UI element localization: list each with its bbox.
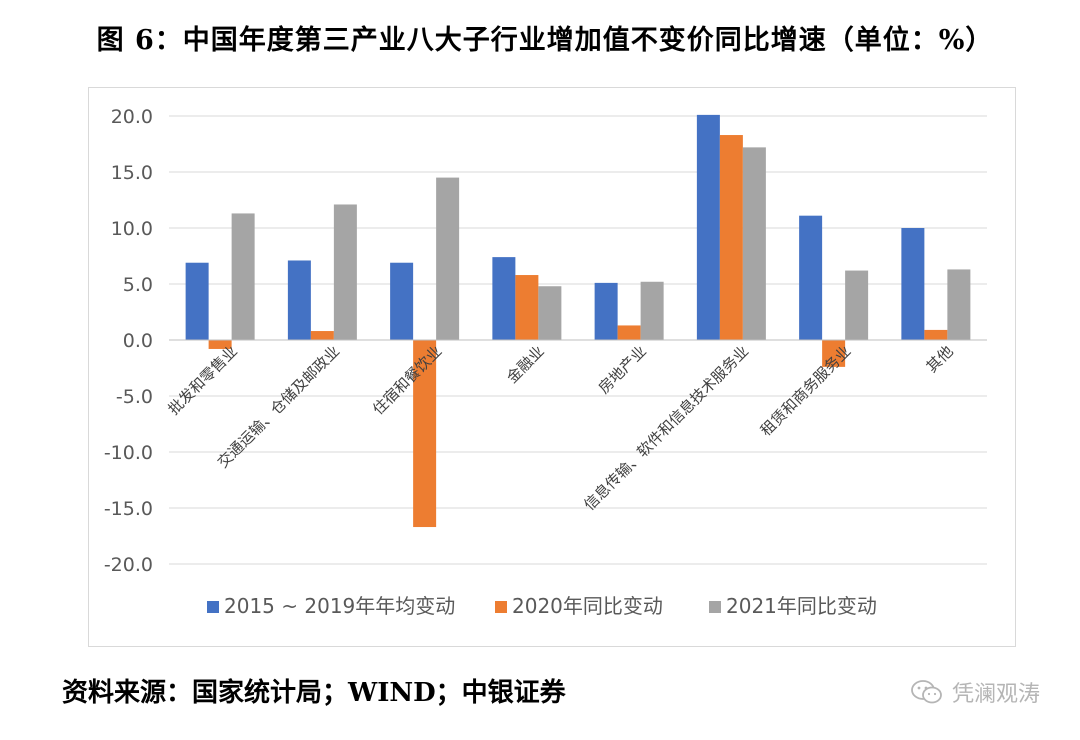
y-tick-label: 15.0 <box>111 162 153 184</box>
bar-2-1 <box>208 340 232 349</box>
y-tick-label: -15.0 <box>104 498 153 520</box>
x-category-label: 批发和零售业 <box>165 342 241 418</box>
bar-3-2 <box>333 204 357 340</box>
bar-2-5 <box>617 325 641 340</box>
y-tick-label: -5.0 <box>116 386 153 408</box>
bar-1-4 <box>492 257 516 340</box>
x-category-label: 租赁和商务服务业 <box>757 342 855 440</box>
bar-2-6 <box>719 135 743 340</box>
watermark: 凭澜观涛 <box>910 676 1040 708</box>
source-note: 资料来源：国家统计局；WIND；中银证券 <box>62 678 566 708</box>
bar-3-6 <box>742 147 766 340</box>
x-category-label: 房地产业 <box>595 342 650 397</box>
legend-label: 2021年同比变动 <box>726 594 877 618</box>
x-category-label: 其他 <box>923 342 957 376</box>
bar-1-3 <box>390 262 414 340</box>
bar-1-7 <box>799 215 823 340</box>
y-tick-label: 5.0 <box>123 274 153 296</box>
y-tick-label: 20.0 <box>111 106 153 128</box>
x-category-label: 金融业 <box>503 342 548 387</box>
wechat-icon <box>911 680 942 704</box>
bar-2-2 <box>310 331 334 340</box>
bar-3-1 <box>231 213 255 340</box>
legend-label: 2015 ~ 2019年年均变动 <box>224 594 455 618</box>
bar-3-3 <box>436 177 460 340</box>
bar-1-1 <box>185 262 209 340</box>
legend-swatch-2 <box>495 601 507 613</box>
y-tick-label: -10.0 <box>104 442 153 464</box>
bar-2-3 <box>413 340 437 528</box>
bar-3-7 <box>845 270 869 340</box>
bar-1-6 <box>696 114 720 340</box>
legend-swatch-3 <box>709 601 721 613</box>
y-tick-label: 10.0 <box>111 218 153 240</box>
x-category-label: 信息传输、软件和信息技术服务业 <box>580 342 752 514</box>
bar-3-4 <box>538 286 562 340</box>
watermark-text: 凭澜观涛 <box>951 682 1040 707</box>
figure-title: 图 6：中国年度第三产业八大子行业增加值不变价同比增速（单位：%） <box>96 25 994 56</box>
bar-2-7 <box>822 340 846 367</box>
bar-3-8 <box>947 269 971 340</box>
chart-area: 20.0 15.0 10.0 5.0 0.0 -5.0 -10.0 -15.0 -20.0 批发和… <box>88 87 1016 647</box>
bar-3-5 <box>640 281 664 340</box>
bar-2-4 <box>515 275 539 340</box>
legend-swatch-1 <box>207 601 219 613</box>
bar-1-8 <box>901 228 925 340</box>
bar-2-8 <box>924 329 948 340</box>
legend-label: 2020年同比变动 <box>512 594 663 618</box>
bar-1-2 <box>287 260 311 340</box>
y-tick-label: 0.0 <box>123 330 153 352</box>
bar-1-5 <box>594 282 618 340</box>
bar-chart: 20.0 15.0 10.0 5.0 0.0 -5.0 -10.0 -15.0 -20.0 批发和… <box>104 106 987 618</box>
y-tick-label: -20.0 <box>104 554 153 576</box>
